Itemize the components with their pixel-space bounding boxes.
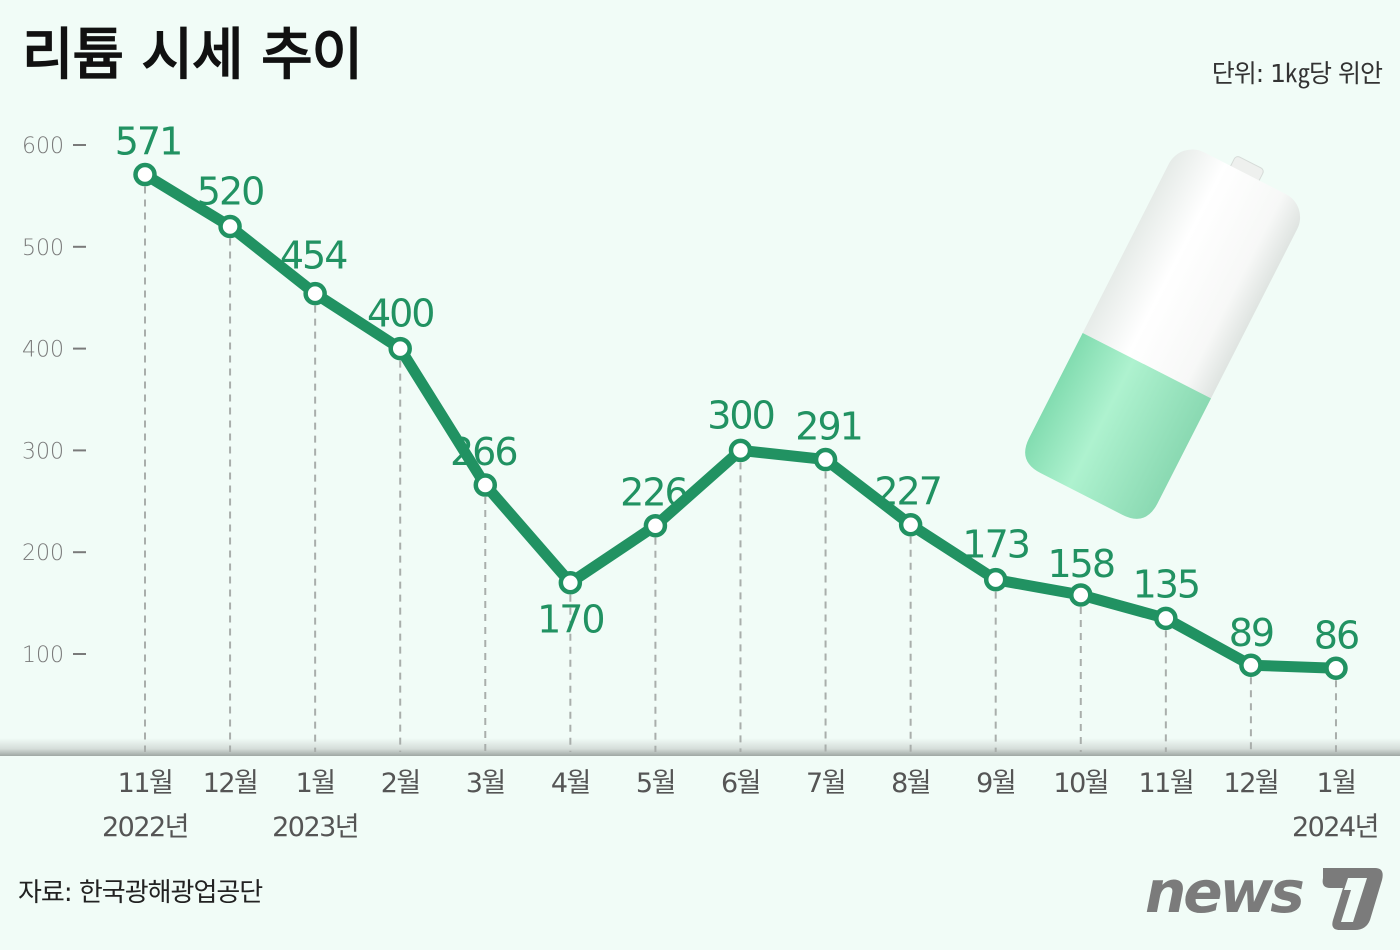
battery-icon bbox=[1025, 149, 1301, 519]
year-label: 2023년 bbox=[272, 812, 358, 843]
value-label: 454 bbox=[280, 234, 347, 278]
x-axis-baseline bbox=[0, 738, 1400, 756]
data-point bbox=[813, 447, 838, 472]
data-point bbox=[133, 162, 157, 187]
x-tick-label: 11월 bbox=[118, 768, 173, 799]
value-labels: 571 520 454 400 266 170 226 300 291 227 173 158 135 8… bbox=[115, 120, 1360, 658]
y-axis: 100 200 300 400 500 600 bbox=[22, 134, 86, 668]
x-tick-label: 10월 bbox=[1053, 768, 1108, 799]
x-tick-label: 11월 bbox=[1138, 768, 1193, 799]
x-tick-label: 1월 bbox=[1316, 768, 1355, 799]
value-label: 226 bbox=[620, 471, 687, 515]
y-tick-label: 100 bbox=[22, 643, 64, 668]
data-point bbox=[218, 214, 242, 239]
data-point bbox=[473, 473, 498, 497]
value-label: 291 bbox=[795, 405, 862, 449]
value-label: 86 bbox=[1314, 613, 1358, 657]
news1-logo: news bbox=[1145, 860, 1383, 930]
data-point bbox=[728, 438, 753, 463]
data-point bbox=[1239, 653, 1263, 677]
x-tick-label: 1월 bbox=[296, 768, 335, 799]
data-point bbox=[643, 513, 668, 538]
y-tick-label: 600 bbox=[22, 134, 64, 159]
data-point bbox=[303, 281, 327, 306]
value-label: 300 bbox=[707, 393, 774, 437]
x-tick-label: 8월 bbox=[891, 768, 930, 799]
data-point bbox=[1154, 606, 1178, 631]
value-label: 89 bbox=[1229, 611, 1273, 655]
value-label: 158 bbox=[1048, 542, 1115, 586]
data-point bbox=[1069, 583, 1093, 607]
value-label: 227 bbox=[874, 470, 941, 514]
data-point bbox=[388, 336, 412, 361]
y-tick-label: 200 bbox=[22, 541, 64, 566]
source-label: 자료: 한국광해광업공단 bbox=[18, 878, 263, 908]
x-tick-label: 5월 bbox=[636, 768, 675, 799]
x-tick-label: 7월 bbox=[806, 768, 845, 799]
data-point bbox=[558, 570, 583, 595]
x-tick-label: 12월 bbox=[203, 768, 258, 799]
chart-title: 리튬 시세 추이 bbox=[22, 23, 363, 88]
logo-text: news bbox=[1145, 860, 1303, 926]
value-label: 135 bbox=[1133, 562, 1200, 606]
x-tick-label: 9월 bbox=[976, 768, 1015, 799]
x-tick-label: 2월 bbox=[381, 768, 420, 799]
x-tick-label: 4월 bbox=[551, 768, 590, 799]
x-axis-labels: 11월 12월 1월 2월 3월 4월 5월 6월 7월 8월 9월 10월 11월 12월 1월 2022년… bbox=[102, 768, 1380, 843]
year-label: 2024년 bbox=[1292, 812, 1378, 843]
value-label: 400 bbox=[367, 292, 434, 336]
value-label: 173 bbox=[962, 523, 1029, 567]
x-tick-label: 3월 bbox=[466, 768, 505, 799]
data-point bbox=[1324, 656, 1348, 681]
value-label: 571 bbox=[115, 120, 182, 164]
guide-lines bbox=[144, 186, 1337, 752]
value-label: 266 bbox=[450, 430, 517, 474]
y-tick-label: 500 bbox=[22, 236, 64, 261]
unit-label: 단위: 1㎏당 위안 bbox=[1211, 59, 1383, 88]
value-label: 170 bbox=[537, 598, 604, 642]
value-label: 520 bbox=[197, 169, 264, 213]
data-points bbox=[133, 162, 1348, 681]
data-point bbox=[983, 567, 1008, 592]
data-point bbox=[898, 512, 923, 537]
x-tick-label: 12월 bbox=[1224, 768, 1279, 799]
x-tick-label: 6월 bbox=[721, 768, 760, 799]
y-tick-label: 400 bbox=[22, 338, 64, 363]
year-label: 2022년 bbox=[102, 812, 188, 843]
y-tick-label: 300 bbox=[22, 439, 64, 464]
